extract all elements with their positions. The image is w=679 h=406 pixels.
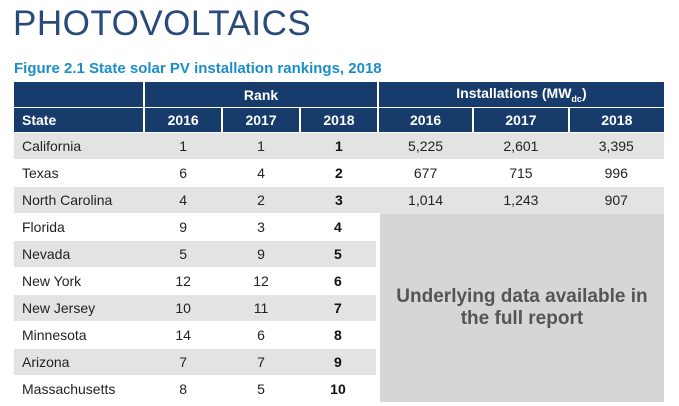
rank-2017-cell: 11 [222,294,300,322]
rank-2016-cell: 7 [144,348,223,376]
inst-2017-cell: 2,601 [473,132,569,160]
figure-title: Figure 2.1 State solar PV installation r… [14,60,382,77]
rank-2018-header: 2018 [299,107,378,133]
rank-2018-cell: 4 [300,213,378,241]
table-row: Nevada 5 9 5 [14,240,664,268]
rank-2017-cell: 3 [222,213,300,241]
rank-2016-cell: 14 [144,321,223,349]
rank-2018-cell: 10 [300,375,378,402]
rank-2017-cell: 12 [222,267,300,295]
rank-2016-cell: 12 [144,267,223,295]
rank-2018-cell: 9 [300,348,378,376]
state-cell: Nevada [14,240,145,268]
installations-group-header: Installations (MWdc) [376,82,664,108]
table-row: Arizona 7 7 9 [14,348,664,376]
rank-2017-cell: 4 [222,159,300,187]
inst-2016-header: 2016 [376,107,474,133]
table-row: Massachusetts 8 5 10 [14,375,664,402]
table-row: North Carolina 4 2 3 1,014 1,243 907 [14,186,664,214]
state-cell: Massachusetts [14,375,145,402]
state-cell: North Carolina [14,186,145,214]
inst-2018-header: 2018 [567,107,664,133]
state-cell: Minnesota [14,321,145,349]
rank-2018-cell: 8 [300,321,378,349]
state-cell: California [14,132,145,160]
state-cell: Florida [14,213,145,241]
rank-2017-cell: 2 [222,186,300,214]
rank-2016-cell: 9 [144,213,223,241]
table-row: Minnesota 14 6 8 [14,321,664,349]
blank-header-cell [14,82,145,108]
rank-2017-cell: 1 [222,132,300,160]
rank-2016-header: 2016 [143,107,223,133]
inst-2016-cell: 1,014 [377,186,474,214]
rank-2017-cell: 6 [222,321,300,349]
table-row: Florida 9 3 4 Underlying data available … [14,213,664,402]
inst-2018-cell: 3,395 [568,132,664,160]
rankings-table: Rank Installations (MWdc) State 2016 201… [14,82,664,402]
inst-2017-cell: 1,243 [473,186,569,214]
inst-2018-cell: 907 [568,186,664,214]
rank-2018-cell: 5 [300,240,378,268]
rank-2018-cell: 3 [300,186,378,214]
rank-2018-cell: 2 [300,159,378,187]
inst-2017-header: 2017 [472,107,569,133]
inst-2016-cell: 677 [377,159,474,187]
rank-group-header: Rank [143,82,378,108]
page-title: PHOTOVOLTAICS [13,4,312,43]
rank-2017-cell: 5 [222,375,300,402]
rank-2018-cell: 6 [300,267,378,295]
state-cell: New York [14,267,145,295]
rank-2016-cell: 10 [144,294,223,322]
inst-2016-cell: 5,225 [377,132,474,160]
state-cell: New Jersey [14,294,145,322]
rank-2016-cell: 4 [144,186,223,214]
state-cell: Arizona [14,348,145,376]
rank-2016-cell: 5 [144,240,223,268]
inst-2017-cell: 715 [473,159,569,187]
table-row: California 1 1 1 5,225 2,601 3,395 [14,132,664,160]
rank-2016-cell: 8 [144,375,223,402]
rank-2018-cell: 1 [300,132,378,160]
rank-2017-cell: 9 [222,240,300,268]
rank-2016-cell: 1 [144,132,223,160]
inst-2018-cell: 996 [568,159,664,187]
rank-2016-cell: 6 [144,159,223,187]
state-cell: Texas [14,159,145,187]
table-row: Texas 6 4 2 677 715 996 [14,159,664,187]
data-availability-note: Underlying data available in the full re… [375,213,664,402]
rank-2018-cell: 7 [300,294,378,322]
table-row: New York 12 12 6 [14,267,664,295]
table-row: New Jersey 10 11 7 [14,294,664,322]
state-column-header: State [14,107,145,133]
rank-2017-header: 2017 [221,107,300,133]
rank-2017-cell: 7 [222,348,300,376]
